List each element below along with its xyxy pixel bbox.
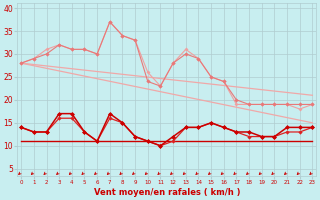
X-axis label: Vent moyen/en rafales ( km/h ): Vent moyen/en rafales ( km/h ) bbox=[93, 188, 240, 197]
